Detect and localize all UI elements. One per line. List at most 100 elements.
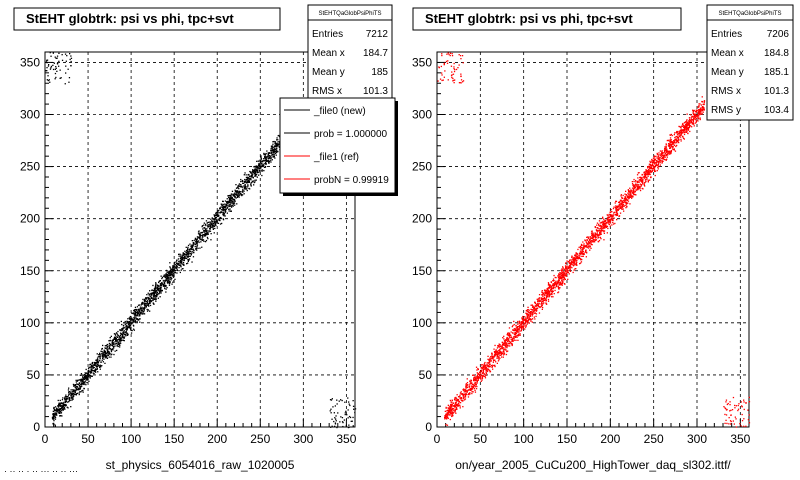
data-point bbox=[345, 410, 347, 412]
data-point bbox=[657, 166, 659, 168]
data-point bbox=[688, 126, 691, 129]
data-point bbox=[203, 230, 205, 232]
data-point bbox=[574, 257, 576, 259]
data-point bbox=[164, 284, 166, 286]
data-point bbox=[205, 229, 207, 231]
data-point bbox=[150, 292, 152, 295]
data-point bbox=[54, 68, 56, 70]
data-point bbox=[336, 399, 338, 401]
data-point bbox=[468, 389, 470, 391]
data-point bbox=[669, 143, 671, 145]
data-point bbox=[182, 252, 184, 254]
data-point bbox=[108, 340, 110, 342]
data-point bbox=[573, 258, 575, 261]
data-point bbox=[89, 371, 91, 373]
data-point bbox=[678, 132, 680, 134]
data-point bbox=[640, 184, 642, 186]
data-point bbox=[666, 148, 668, 150]
data-point bbox=[449, 399, 451, 402]
data-point bbox=[121, 339, 123, 341]
data-point bbox=[569, 263, 572, 265]
data-point bbox=[680, 136, 682, 138]
data-point bbox=[588, 238, 591, 241]
data-point bbox=[134, 320, 137, 323]
data-point bbox=[254, 179, 256, 181]
data-point bbox=[169, 280, 171, 283]
data-point bbox=[606, 232, 608, 234]
data-point bbox=[654, 158, 656, 160]
data-point bbox=[659, 150, 661, 152]
data-point bbox=[333, 412, 335, 414]
data-point bbox=[247, 181, 249, 184]
data-point bbox=[590, 231, 593, 233]
data-point bbox=[337, 412, 339, 414]
data-point bbox=[127, 318, 129, 320]
data-point bbox=[269, 157, 271, 159]
data-point bbox=[661, 156, 664, 159]
data-point bbox=[273, 147, 275, 149]
data-point bbox=[126, 326, 128, 328]
data-point bbox=[105, 357, 107, 359]
data-point bbox=[121, 338, 123, 340]
data-point bbox=[560, 273, 563, 275]
data-point bbox=[528, 319, 530, 321]
data-point bbox=[265, 159, 267, 161]
data-point bbox=[183, 257, 186, 259]
data-point bbox=[540, 305, 543, 307]
data-point bbox=[118, 342, 120, 345]
data-point bbox=[242, 182, 244, 184]
data-point bbox=[579, 255, 581, 257]
data-point bbox=[447, 413, 449, 415]
data-point bbox=[698, 117, 700, 119]
data-point bbox=[161, 284, 163, 287]
data-point bbox=[264, 153, 266, 155]
data-point bbox=[100, 355, 102, 357]
data-point bbox=[591, 236, 593, 238]
data-point bbox=[504, 343, 506, 345]
data-point bbox=[658, 156, 660, 158]
data-point bbox=[662, 155, 664, 157]
data-point bbox=[256, 169, 258, 171]
data-point bbox=[486, 362, 488, 364]
data-point bbox=[491, 358, 494, 360]
data-point bbox=[117, 334, 119, 337]
data-point bbox=[474, 389, 476, 392]
data-point bbox=[250, 183, 252, 185]
data-point bbox=[168, 282, 170, 284]
data-point bbox=[693, 117, 695, 120]
data-point bbox=[673, 144, 676, 146]
data-point bbox=[583, 243, 585, 245]
data-point bbox=[666, 151, 668, 153]
data-point bbox=[121, 329, 123, 331]
data-point bbox=[503, 335, 505, 337]
data-point bbox=[121, 333, 123, 336]
data-point bbox=[456, 408, 458, 410]
data-point bbox=[168, 272, 170, 274]
data-point bbox=[60, 405, 62, 408]
data-point bbox=[208, 230, 210, 232]
data-point bbox=[594, 232, 596, 234]
data-point bbox=[53, 412, 55, 415]
data-point bbox=[122, 333, 124, 335]
data-point bbox=[78, 389, 80, 391]
data-point bbox=[488, 365, 490, 368]
data-point bbox=[183, 259, 185, 262]
data-point bbox=[159, 296, 161, 298]
data-point bbox=[176, 260, 178, 262]
data-point bbox=[604, 225, 606, 228]
data-point bbox=[684, 126, 686, 128]
data-point bbox=[96, 357, 99, 359]
data-point bbox=[201, 235, 204, 237]
data-point bbox=[221, 204, 223, 206]
data-point bbox=[70, 395, 72, 397]
data-point bbox=[253, 172, 255, 174]
data-point bbox=[646, 169, 648, 172]
data-point bbox=[132, 320, 134, 322]
data-point bbox=[615, 214, 617, 217]
data-point bbox=[108, 350, 110, 353]
data-point bbox=[341, 417, 344, 419]
data-point bbox=[266, 157, 268, 159]
data-point bbox=[119, 332, 122, 334]
data-point bbox=[498, 349, 500, 352]
data-point bbox=[268, 155, 271, 157]
